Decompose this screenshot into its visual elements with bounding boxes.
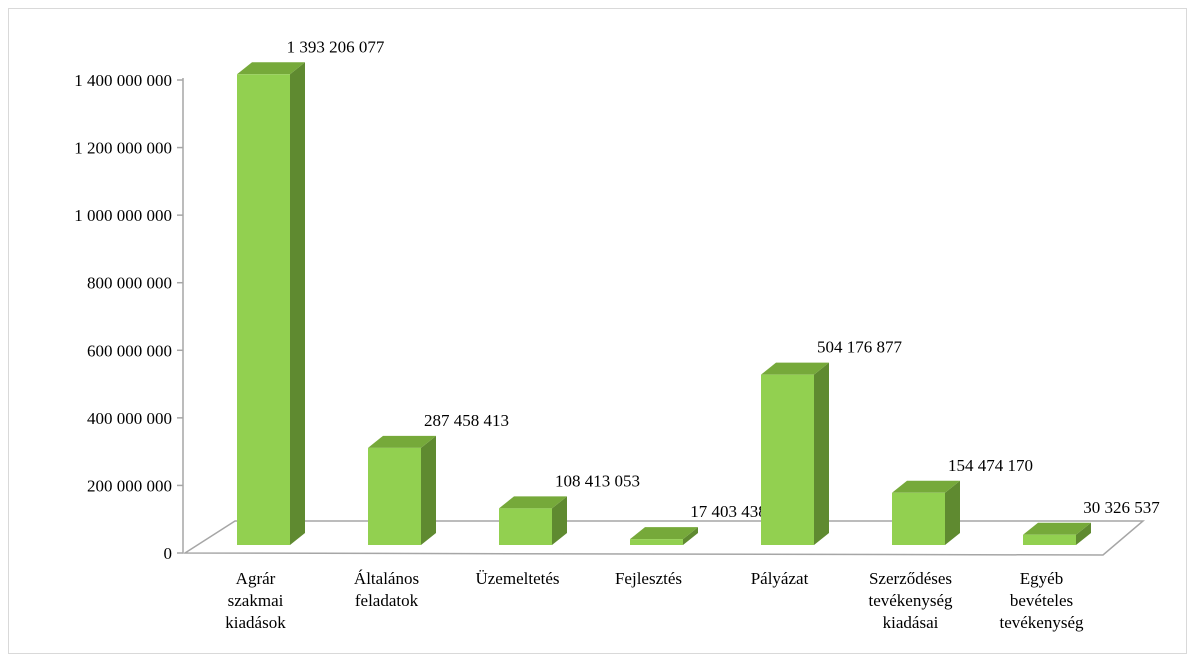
bar-top <box>761 362 829 375</box>
value-label: 30 326 537 <box>1083 498 1160 517</box>
y-tick-label: 800 000 000 <box>87 274 172 293</box>
x-tick-label: Általános feladatok <box>354 569 419 610</box>
bar-side <box>421 435 436 545</box>
x-tick-label: Szerződéses tevékenység kiadásai <box>868 569 953 632</box>
y-tick-label: 0 <box>164 544 173 563</box>
bar-side <box>945 480 960 545</box>
x-tick-label: Üzemeltetés <box>475 569 559 588</box>
bar-top <box>237 62 305 75</box>
bar-top <box>368 435 436 448</box>
y-tick-label: 1 000 000 000 <box>74 206 172 225</box>
bar <box>237 74 290 545</box>
bar-top <box>630 527 698 540</box>
bar-side <box>1076 522 1091 545</box>
bar-top <box>892 480 960 493</box>
bar-top <box>499 496 567 509</box>
bar <box>1023 534 1076 545</box>
x-tick-label: Egyéb bevételes tevékenység <box>999 569 1084 632</box>
bar-side <box>552 496 567 545</box>
y-tick-label: 200 000 000 <box>87 476 172 495</box>
y-tick-label: 400 000 000 <box>87 409 172 428</box>
x-tick-label: Fejlesztés <box>615 569 682 588</box>
y-tick-label: 1 400 000 000 <box>74 71 172 90</box>
y-tick-label: 1 200 000 000 <box>74 139 172 158</box>
y-tick-label: 600 000 000 <box>87 341 172 360</box>
x-tick-label: Pályázat <box>751 569 809 588</box>
bar <box>368 447 421 545</box>
bar <box>630 539 683 545</box>
value-label: 1 393 206 077 <box>287 37 385 56</box>
bar-side <box>290 62 305 545</box>
bar-side <box>683 527 698 545</box>
bar <box>761 374 814 545</box>
value-label: 504 176 877 <box>817 338 903 357</box>
chart-frame <box>8 8 1187 654</box>
value-label: 287 458 413 <box>424 411 509 430</box>
bar-side <box>814 362 829 545</box>
bar <box>499 508 552 545</box>
x-tick-label: Agrár szakmai kiadások <box>225 569 286 632</box>
bar-top <box>1023 522 1091 535</box>
value-label: 108 413 053 <box>555 471 640 490</box>
value-label: 154 474 170 <box>948 456 1033 475</box>
value-label: 17 403 438 <box>690 502 767 521</box>
bar <box>892 492 945 545</box>
